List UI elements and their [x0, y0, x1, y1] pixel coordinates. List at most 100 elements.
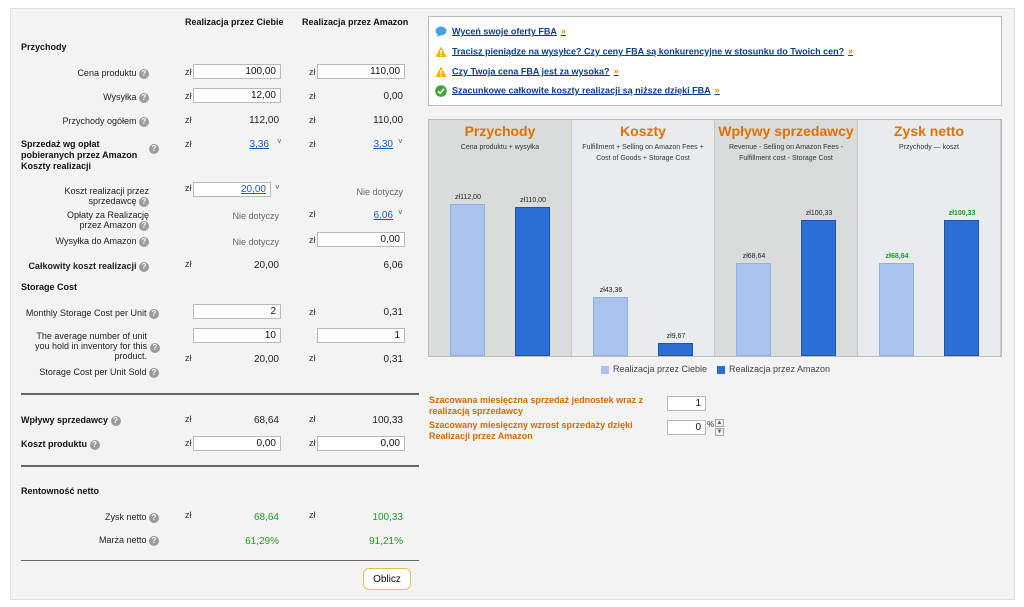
message-price-too-high[interactable]: Czy Twoja cena FBA jest za wysoka?» — [435, 66, 619, 78]
warning-icon — [435, 66, 447, 77]
currency-symbol: zł — [185, 139, 192, 149]
chart-data-label: zł68,64 — [885, 253, 909, 260]
help-icon[interactable]: ? — [139, 236, 149, 247]
net-margin-amazon: 91,21% — [369, 536, 403, 547]
currency-symbol: zł — [309, 510, 316, 520]
currency-symbol: zł — [185, 438, 192, 448]
spinner-up-icon[interactable]: ▲ — [715, 419, 724, 427]
label-price: Cena produktu ? — [31, 68, 149, 79]
monthly-storage-input-you[interactable] — [193, 304, 281, 319]
column-header-amazon: Realizacja przez Amazon — [302, 17, 409, 27]
help-icon[interactable]: ? — [139, 261, 149, 272]
divider — [21, 465, 419, 467]
chevron-down-icon[interactable]: ˅ — [277, 137, 282, 146]
message-lower-costs[interactable]: Szacunkowe całkowite koszty realizacji s… — [435, 85, 720, 97]
legend-item-amazon: Realizacja przez Amazon — [717, 364, 830, 374]
shipping-input-you[interactable] — [193, 88, 281, 103]
section-storage: Storage Cost — [21, 282, 78, 292]
chart-data-label: zł43,36 — [599, 287, 623, 294]
fees-link-amazon[interactable]: 3,30 — [373, 139, 393, 150]
currency-symbol: zł — [309, 209, 316, 219]
help-icon[interactable]: ? — [139, 92, 149, 103]
help-icon[interactable]: ? — [110, 415, 121, 426]
label-total-revenue: Przychody ogółem ? — [31, 116, 149, 127]
currency-symbol: zł — [309, 91, 316, 101]
help-icon[interactable]: ? — [149, 535, 159, 546]
chart-data-label: zł68,64 — [742, 253, 766, 260]
divider — [21, 393, 419, 395]
currency-symbol: zł — [309, 235, 316, 245]
chart-bar — [593, 297, 628, 356]
seller-proceeds-you: 68,64 — [253, 415, 279, 426]
product-cost-input-amazon[interactable] — [317, 436, 405, 451]
label-fees: Sprzedaż wg opłat pobieranych przez Amaz… — [21, 139, 138, 171]
currency-symbol: zł — [309, 353, 316, 363]
help-icon[interactable]: ? — [149, 367, 159, 378]
chart-bar — [658, 343, 693, 356]
speech-bubble-icon — [435, 26, 447, 37]
help-icon[interactable]: ? — [149, 308, 159, 319]
currency-symbol: zł — [309, 115, 316, 125]
price-input-you[interactable] — [193, 64, 281, 79]
warning-icon — [435, 46, 447, 57]
currency-symbol: zł — [185, 510, 192, 520]
monthly-sales-input[interactable] — [667, 396, 706, 411]
check-circle-icon — [435, 85, 447, 97]
avg-units-input-amazon[interactable] — [317, 328, 405, 343]
chart-bar — [879, 263, 914, 356]
seller-fulfillment-amazon: Nie dotyczy — [356, 187, 403, 197]
currency-symbol: zł — [309, 307, 316, 317]
section-revenue: Przychody — [21, 42, 67, 52]
help-icon[interactable]: ? — [149, 512, 159, 523]
chart-data-label: zł112,00 — [455, 194, 481, 201]
chevron-down-icon[interactable]: ˅ — [275, 183, 280, 192]
comparison-chart: Przychody Cena produktu + wysyłka zł112,00… — [428, 119, 1002, 357]
message-panel: Wyceń swoje oferty FBA» Tracisz pieniądz… — [428, 16, 1002, 106]
help-icon[interactable]: ? — [139, 220, 149, 231]
amazon-fulfillment-link[interactable]: 6,06 — [373, 210, 393, 221]
currency-symbol: zł — [309, 67, 316, 77]
legend-swatch — [717, 365, 725, 374]
label-ship-to-amazon: Wysyłka do Amazon ? — [31, 236, 149, 247]
chart-section-title: Przychody — [464, 123, 536, 139]
help-icon[interactable]: ? — [150, 343, 160, 353]
fees-link-you[interactable]: 3,36 — [249, 139, 269, 150]
chevron-down-icon[interactable]: ˅ — [398, 208, 403, 217]
label-monthly-sales: Szacowana miesięczna sprzedaż jednostek … — [429, 395, 644, 416]
ship-to-amazon-input[interactable] — [317, 232, 405, 247]
calculate-button[interactable]: Oblicz — [363, 568, 411, 590]
chart-section: Koszty Fulfillment + Selling on Amazon Fe… — [572, 120, 715, 356]
total-fulfillment-amazon: 6,06 — [383, 260, 403, 271]
chart-section-title: Zysk netto — [893, 123, 964, 139]
chevron-down-icon[interactable]: ˅ — [398, 137, 403, 146]
chart-section-subtitle: Revenue - Selling on Amazon Fees - Fulfi… — [728, 144, 843, 162]
net-profit-amazon: 100,33 — [372, 512, 403, 523]
label-sales-growth: Szacowany miesięczny wzrost sprzedaży dz… — [429, 420, 633, 441]
divider — [21, 560, 419, 561]
currency-symbol: zł — [309, 139, 316, 149]
sales-growth-input[interactable] — [667, 420, 706, 435]
net-profit-you: 68,64 — [253, 512, 279, 523]
product-cost-input-you[interactable] — [193, 436, 281, 451]
chart-bar — [515, 207, 550, 356]
shipping-value-amazon: 0,00 — [383, 91, 403, 102]
help-icon[interactable]: ? — [139, 68, 149, 79]
help-icon[interactable]: ? — [149, 144, 159, 154]
seller-fulfillment-input[interactable] — [193, 182, 271, 197]
spinner-down-icon[interactable]: ▼ — [715, 428, 724, 436]
currency-symbol: zł — [185, 67, 192, 77]
message-price-offers[interactable]: Wyceń swoje oferty FBA» — [435, 26, 566, 38]
message-shipping-loss[interactable]: Tracisz pieniądze na wysyłce? Czy ceny F… — [435, 46, 853, 58]
label-net-profit: Zysk netto ? — [51, 512, 159, 523]
help-icon[interactable]: ? — [139, 116, 149, 127]
avg-units-input-you[interactable] — [193, 328, 281, 343]
price-input-amazon[interactable] — [317, 64, 405, 79]
net-margin-you: 61,29% — [245, 536, 279, 547]
help-icon[interactable]: ? — [89, 439, 100, 450]
total-fulfillment-you: 20,00 — [253, 260, 279, 271]
percent-unit: % — [707, 420, 715, 429]
total-revenue-you: 112,00 — [249, 115, 279, 126]
help-icon[interactable]: ? — [139, 196, 149, 207]
chart-bar — [450, 204, 485, 356]
chart-bar — [736, 263, 771, 356]
